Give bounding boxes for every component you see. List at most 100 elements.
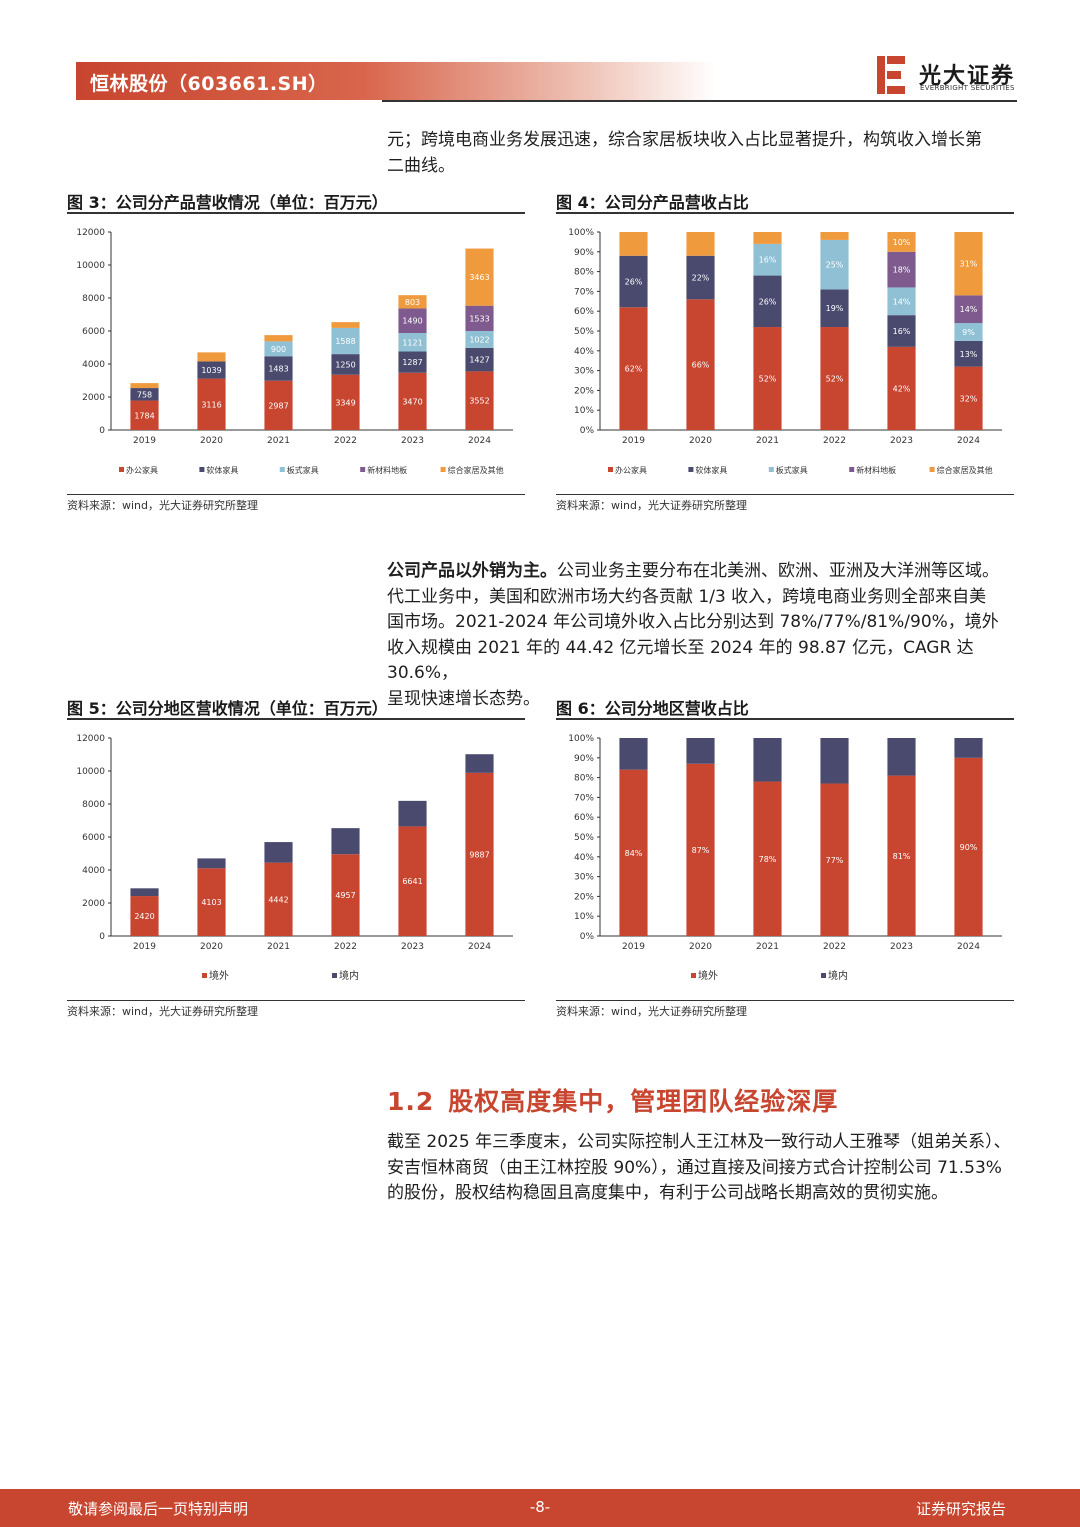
- y-tick-label: 50%: [574, 833, 594, 843]
- legend-swatch: [608, 467, 613, 472]
- bar-segment: [686, 232, 715, 256]
- bar-segment: [820, 327, 849, 430]
- text-line: 公司产品以外销为主。公司业务主要分布在北美洲、欧洲、亚洲及大洋洲等区域。: [387, 559, 1017, 585]
- bar-segment: [130, 896, 159, 936]
- legend-label: 境外: [209, 969, 229, 982]
- bar-segment: [820, 289, 849, 328]
- bar-segment: [753, 781, 782, 936]
- legend-label: 境内: [339, 969, 359, 982]
- bar-segment: [820, 738, 849, 784]
- bar-segment: [197, 352, 226, 362]
- x-tick-label: 2021: [267, 436, 290, 446]
- y-tick-label: 0%: [580, 426, 595, 436]
- data-label: 16%: [893, 327, 911, 336]
- data-label: 18%: [893, 266, 911, 275]
- data-label: 1533: [469, 314, 489, 323]
- y-tick-label: 20%: [574, 386, 594, 396]
- section-number: 1.2: [387, 1087, 435, 1116]
- data-label: 9%: [962, 328, 975, 337]
- data-label: 2987: [268, 401, 288, 410]
- bar-segment: [887, 346, 916, 430]
- figure-4-top-rule: [556, 212, 1014, 214]
- data-label: 52%: [826, 375, 844, 384]
- bar-segment: [264, 842, 293, 863]
- figure-6-title: 图 6：公司分地区营收占比: [556, 699, 749, 718]
- figure-4-bottom-rule: [556, 494, 1014, 495]
- bar-segment: [820, 239, 849, 290]
- bar-segment: [619, 307, 648, 430]
- legend-label: 综合家居及其他: [448, 465, 504, 475]
- data-label: 1250: [335, 360, 355, 369]
- section-title-text: 股权高度集中，管理团队经验深厚: [448, 1087, 839, 1116]
- y-tick-label: 10%: [574, 912, 594, 922]
- x-tick-label: 2022: [334, 436, 357, 446]
- legend-swatch: [768, 467, 774, 472]
- bar-segment: [130, 383, 159, 389]
- legend-label: 境内: [828, 969, 848, 982]
- bar-segment: [954, 232, 983, 296]
- data-label: 10%: [893, 238, 911, 247]
- figure-5-title: 图 5：公司分地区营收情况（单位：百万元）: [67, 699, 388, 718]
- data-label: 81%: [893, 852, 911, 861]
- data-label: 26%: [625, 278, 643, 287]
- figure-5-chart: 0 2000 4000 6000 8000 10000 12000 2420 2019 4103 2…: [67, 724, 525, 999]
- figure-4-title: 图 4：公司分产品营收占比: [556, 193, 749, 212]
- x-tick-label: 2024: [957, 942, 980, 952]
- legend-label: 新材料地板: [367, 465, 407, 475]
- bar-segment: [130, 400, 159, 430]
- data-label: 31%: [960, 260, 978, 269]
- data-label: 87%: [692, 846, 710, 855]
- bar-segment: [820, 783, 849, 936]
- data-label: 25%: [826, 261, 844, 270]
- text-line: 截至 2025 年三季度末，公司实际控制人王江林及一致行动人王雅琴（姐弟关系）、: [387, 1132, 1011, 1152]
- y-tick-label: 4000: [82, 866, 105, 876]
- bar-segment: [465, 371, 494, 430]
- bar-segment: [331, 322, 360, 328]
- text-line: 呈现快速增长态势。: [387, 688, 540, 709]
- bar-segment: [398, 826, 427, 936]
- data-label: 4103: [201, 898, 221, 907]
- footer-report-type: 证券研究报告: [915, 1500, 1006, 1518]
- bar-segment: [197, 378, 226, 430]
- figure-3-title: 图 3：公司分产品营收情况（单位：百万元）: [67, 193, 388, 212]
- y-tick-label: 40%: [574, 347, 594, 357]
- logo-text-cn: 光大证券: [919, 64, 1016, 89]
- legend-label: 软体家具: [206, 465, 238, 475]
- x-tick-label: 2020: [200, 942, 223, 952]
- bar-segment: [130, 888, 159, 897]
- y-tick-label: 100%: [568, 228, 594, 238]
- bar-segment: [197, 361, 226, 379]
- x-tick-label: 2020: [689, 436, 712, 446]
- paragraph-intro: 元；跨境电商业务发展迅速，综合家居板块收入占比显著提升，构筑收入增长第 二曲线。: [387, 128, 1017, 179]
- bar-segment: [398, 351, 427, 373]
- text-line: 的股份，股权结构稳固且高度集中，有利于公司战略长期高效的贯彻实施。: [387, 1183, 948, 1203]
- data-label: 78%: [759, 855, 777, 864]
- text-line: 元；跨境电商业务发展迅速，综合家居板块收入占比显著提升，构筑收入增长第: [387, 130, 982, 150]
- data-label: 3116: [201, 400, 221, 409]
- data-label: 3470: [402, 397, 422, 406]
- data-label: 6641: [402, 877, 422, 886]
- data-label: 42%: [893, 384, 911, 393]
- bar-segment: [465, 330, 494, 348]
- data-label: 22%: [692, 274, 710, 283]
- x-tick-label: 2023: [401, 436, 424, 446]
- legend-swatch: [688, 467, 694, 472]
- figure-5-top-rule: [67, 718, 525, 720]
- data-label: 4442: [268, 895, 288, 904]
- y-tick-label: 80%: [574, 774, 594, 784]
- y-tick-label: 12000: [76, 228, 105, 238]
- x-tick-label: 2023: [401, 942, 424, 952]
- data-label: 2420: [134, 912, 154, 921]
- y-tick-label: 100%: [568, 734, 594, 744]
- logo-text-en: EVERBRIGHT SECURITIES: [920, 84, 1015, 92]
- data-label: 1490: [402, 317, 422, 326]
- legend-swatch: [440, 467, 446, 472]
- legend-label: 板式家具: [287, 465, 319, 475]
- y-tick-label: 10%: [574, 406, 594, 416]
- figure-3-top-rule: [67, 212, 525, 214]
- y-tick-label: 70%: [574, 287, 594, 297]
- legend-label: 办公家具: [615, 465, 647, 475]
- bar-segment: [887, 232, 916, 252]
- header-divider: [382, 100, 1017, 102]
- data-label: 1022: [469, 335, 489, 344]
